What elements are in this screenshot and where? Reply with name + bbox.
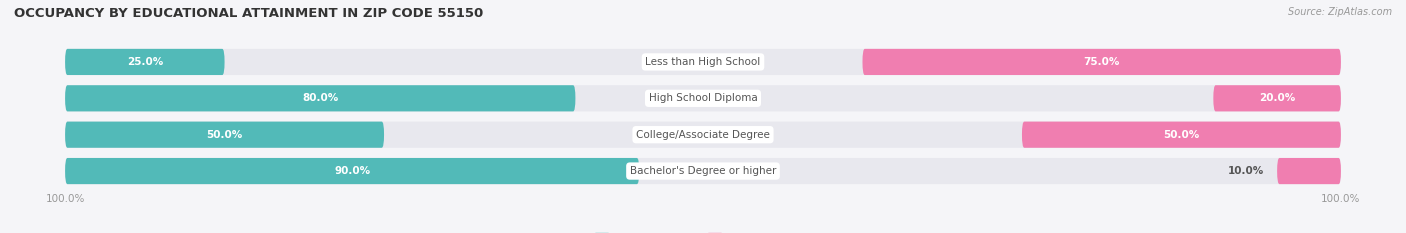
FancyBboxPatch shape	[65, 49, 1341, 75]
Text: Bachelor's Degree or higher: Bachelor's Degree or higher	[630, 166, 776, 176]
FancyBboxPatch shape	[65, 122, 1341, 148]
Text: 75.0%: 75.0%	[1084, 57, 1121, 67]
Text: 50.0%: 50.0%	[1163, 130, 1199, 140]
FancyBboxPatch shape	[65, 122, 384, 148]
Text: College/Associate Degree: College/Associate Degree	[636, 130, 770, 140]
Text: Less than High School: Less than High School	[645, 57, 761, 67]
FancyBboxPatch shape	[65, 158, 640, 184]
Text: High School Diploma: High School Diploma	[648, 93, 758, 103]
FancyBboxPatch shape	[65, 49, 225, 75]
FancyBboxPatch shape	[1277, 158, 1341, 184]
Text: Source: ZipAtlas.com: Source: ZipAtlas.com	[1288, 7, 1392, 17]
FancyBboxPatch shape	[1213, 85, 1341, 111]
Text: 25.0%: 25.0%	[127, 57, 163, 67]
Text: 10.0%: 10.0%	[1227, 166, 1264, 176]
Text: 80.0%: 80.0%	[302, 93, 339, 103]
FancyBboxPatch shape	[1022, 122, 1341, 148]
FancyBboxPatch shape	[65, 158, 1341, 184]
FancyBboxPatch shape	[862, 49, 1341, 75]
FancyBboxPatch shape	[65, 85, 1341, 111]
Text: 90.0%: 90.0%	[335, 166, 370, 176]
FancyBboxPatch shape	[65, 85, 575, 111]
Text: 50.0%: 50.0%	[207, 130, 243, 140]
Text: OCCUPANCY BY EDUCATIONAL ATTAINMENT IN ZIP CODE 55150: OCCUPANCY BY EDUCATIONAL ATTAINMENT IN Z…	[14, 7, 484, 20]
Text: 20.0%: 20.0%	[1258, 93, 1295, 103]
